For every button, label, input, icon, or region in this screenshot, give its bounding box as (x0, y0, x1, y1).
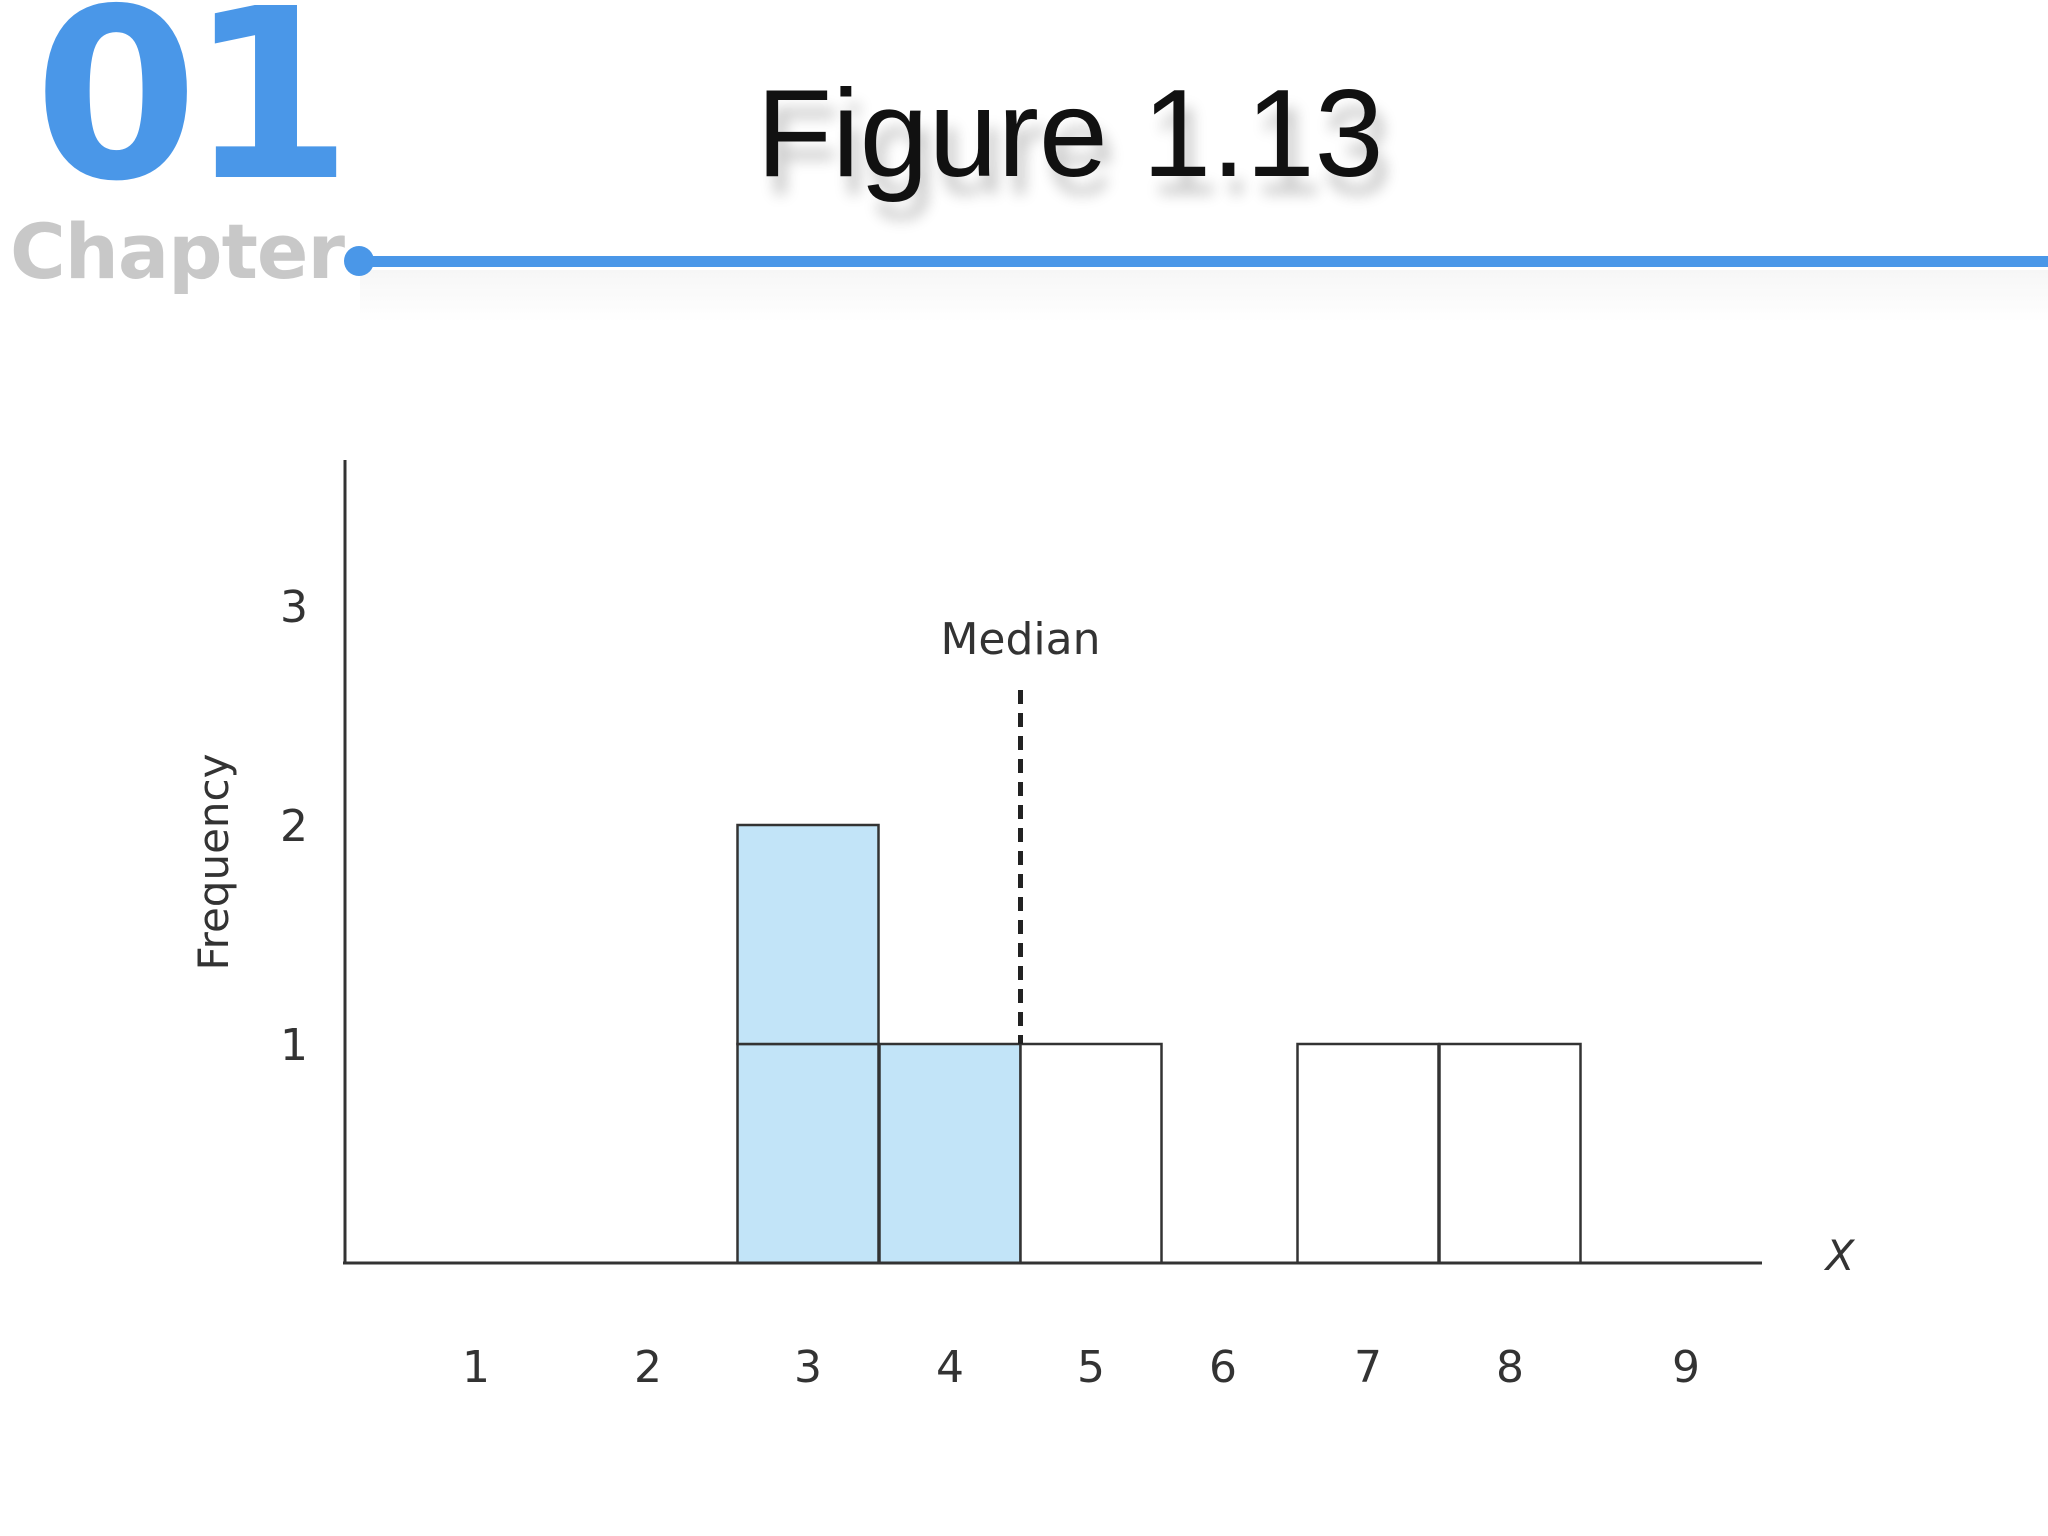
slide-header: 01 Chapter Figure 1.13 (0, 0, 2048, 330)
x-tick-label-7: 7 (1354, 1342, 1382, 1393)
bar-x7-block-1 (1296, 1042, 1440, 1265)
y-axis-label: Frequency (189, 754, 238, 971)
ticks-layer: 1 2 3 4 5 6 7 8 9 1 2 3 (280, 582, 1700, 1393)
y-tick-label-3: 3 (280, 582, 308, 633)
x-tick-label-1: 1 (462, 1342, 490, 1393)
header-rule (360, 256, 2048, 267)
bar-x3-block-2 (736, 823, 880, 1046)
header-shade (360, 270, 2048, 322)
x-tick-label-3: 3 (794, 1342, 822, 1393)
bar-x8-block-1 (1438, 1042, 1582, 1265)
page-title: Figure 1.13 (756, 65, 1384, 203)
x-axis-label: X (1824, 1231, 1856, 1280)
x-tick-label-4: 4 (936, 1342, 964, 1393)
x-tick-label-9: 9 (1672, 1342, 1700, 1393)
median-label: Median (940, 614, 1100, 665)
x-tick-label-5: 5 (1077, 1342, 1105, 1393)
chapter-label: Chapter (10, 207, 345, 296)
bar-x3-block-1 (736, 1042, 880, 1265)
x-tick-label-2: 2 (634, 1342, 662, 1393)
bars-layer (736, 823, 1582, 1265)
chapter-number: 01 (34, 0, 352, 233)
x-tick-label-6: 6 (1209, 1342, 1237, 1393)
x-tick-label-8: 8 (1496, 1342, 1524, 1393)
y-tick-label-1: 1 (280, 1020, 308, 1071)
bar-x4-block-1 (878, 1042, 1022, 1265)
y-tick-label-2: 2 (280, 801, 308, 852)
median-layer: Median (940, 614, 1101, 1044)
bar-x5-block-1 (1019, 1042, 1163, 1265)
header-rule-dot (344, 246, 374, 276)
